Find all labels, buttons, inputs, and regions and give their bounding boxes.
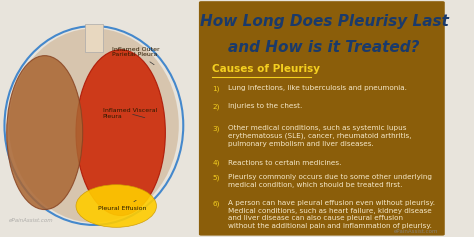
- Ellipse shape: [76, 185, 156, 227]
- Text: Inflamed Outer
Parietal Pleura: Inflamed Outer Parietal Pleura: [112, 47, 159, 65]
- Bar: [85, 24, 103, 52]
- Text: ePainAssist.com: ePainAssist.com: [9, 218, 54, 223]
- Text: 3): 3): [212, 126, 220, 132]
- Text: Injuries to the chest.: Injuries to the chest.: [228, 103, 302, 109]
- Text: Inflamed Visceral
Pleura: Inflamed Visceral Pleura: [103, 108, 157, 119]
- Ellipse shape: [9, 28, 179, 223]
- Text: How Long Does Pleurisy Last: How Long Does Pleurisy Last: [200, 14, 448, 29]
- Text: Causes of Pleurisy: Causes of Pleurisy: [212, 64, 320, 74]
- Text: Reactions to certain medicines.: Reactions to certain medicines.: [228, 160, 341, 166]
- FancyBboxPatch shape: [199, 1, 445, 236]
- Text: 4): 4): [212, 160, 220, 166]
- Ellipse shape: [76, 50, 165, 215]
- Text: 1): 1): [212, 85, 220, 92]
- Text: A person can have pleural effusion even without pleurisy.
Medical conditions, su: A person can have pleural effusion even …: [228, 200, 435, 228]
- Text: 6): 6): [212, 200, 220, 207]
- Text: 2): 2): [212, 103, 220, 109]
- Text: ePainAssist.com: ePainAssist.com: [393, 229, 438, 234]
- Text: 5): 5): [212, 174, 220, 181]
- Ellipse shape: [7, 56, 82, 210]
- Text: Pleurisy commonly occurs due to some other underlying
medical condition, which s: Pleurisy commonly occurs due to some oth…: [228, 174, 432, 187]
- Text: Lung infections, like tuberculosis and pneumonia.: Lung infections, like tuberculosis and p…: [228, 85, 407, 91]
- Text: and How is it Treated?: and How is it Treated?: [228, 40, 420, 55]
- Text: Pleural Effusion: Pleural Effusion: [98, 200, 147, 211]
- Text: Other medical conditions, such as systemic lupus
erythematosus (SLE), cancer, rh: Other medical conditions, such as system…: [228, 126, 411, 147]
